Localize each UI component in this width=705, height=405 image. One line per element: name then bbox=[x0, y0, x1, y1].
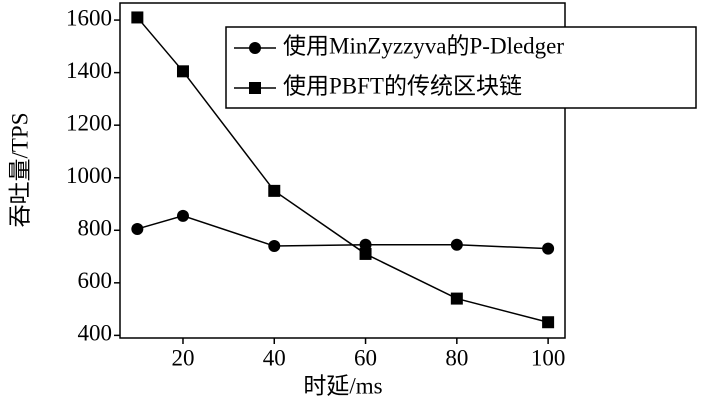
marker bbox=[268, 240, 281, 253]
marker bbox=[131, 11, 144, 24]
x-tick-label: 80 bbox=[445, 345, 468, 370]
x-tick-label: 60 bbox=[354, 345, 377, 370]
y-tick-label: 600 bbox=[78, 268, 113, 293]
x-tick-label: 40 bbox=[263, 345, 286, 370]
marker bbox=[359, 247, 372, 260]
y-tick-label: 800 bbox=[78, 216, 113, 241]
marker bbox=[249, 82, 261, 94]
x-tick-label: 100 bbox=[531, 345, 566, 370]
marker bbox=[359, 238, 372, 251]
series-line bbox=[137, 215, 549, 250]
marker bbox=[249, 42, 261, 54]
y-tick-label: 1000 bbox=[66, 163, 112, 188]
y-axis-label: 吞吐量/TPS bbox=[7, 112, 32, 227]
marker bbox=[176, 209, 189, 222]
marker bbox=[268, 184, 281, 197]
marker bbox=[450, 292, 463, 305]
x-axis-label: 时延/ms bbox=[303, 373, 382, 398]
y-tick-label: 1600 bbox=[66, 5, 112, 30]
y-tick-label: 1200 bbox=[66, 110, 112, 135]
series-line bbox=[136, 16, 549, 323]
x-tick-label: 20 bbox=[171, 345, 194, 370]
plot-frame bbox=[119, 2, 566, 339]
y-tick-label: 400 bbox=[78, 321, 113, 346]
marker bbox=[131, 222, 144, 235]
y-tick-label: 1400 bbox=[66, 58, 112, 83]
marker bbox=[176, 65, 189, 78]
marker bbox=[450, 238, 463, 251]
marker bbox=[542, 242, 555, 255]
legend-box bbox=[225, 26, 697, 109]
marker bbox=[542, 316, 555, 329]
legend-label: 使用MinZyzzyva的P-Dledger bbox=[283, 33, 564, 58]
legend-label: 使用PBFT的传统区块链 bbox=[283, 73, 522, 98]
